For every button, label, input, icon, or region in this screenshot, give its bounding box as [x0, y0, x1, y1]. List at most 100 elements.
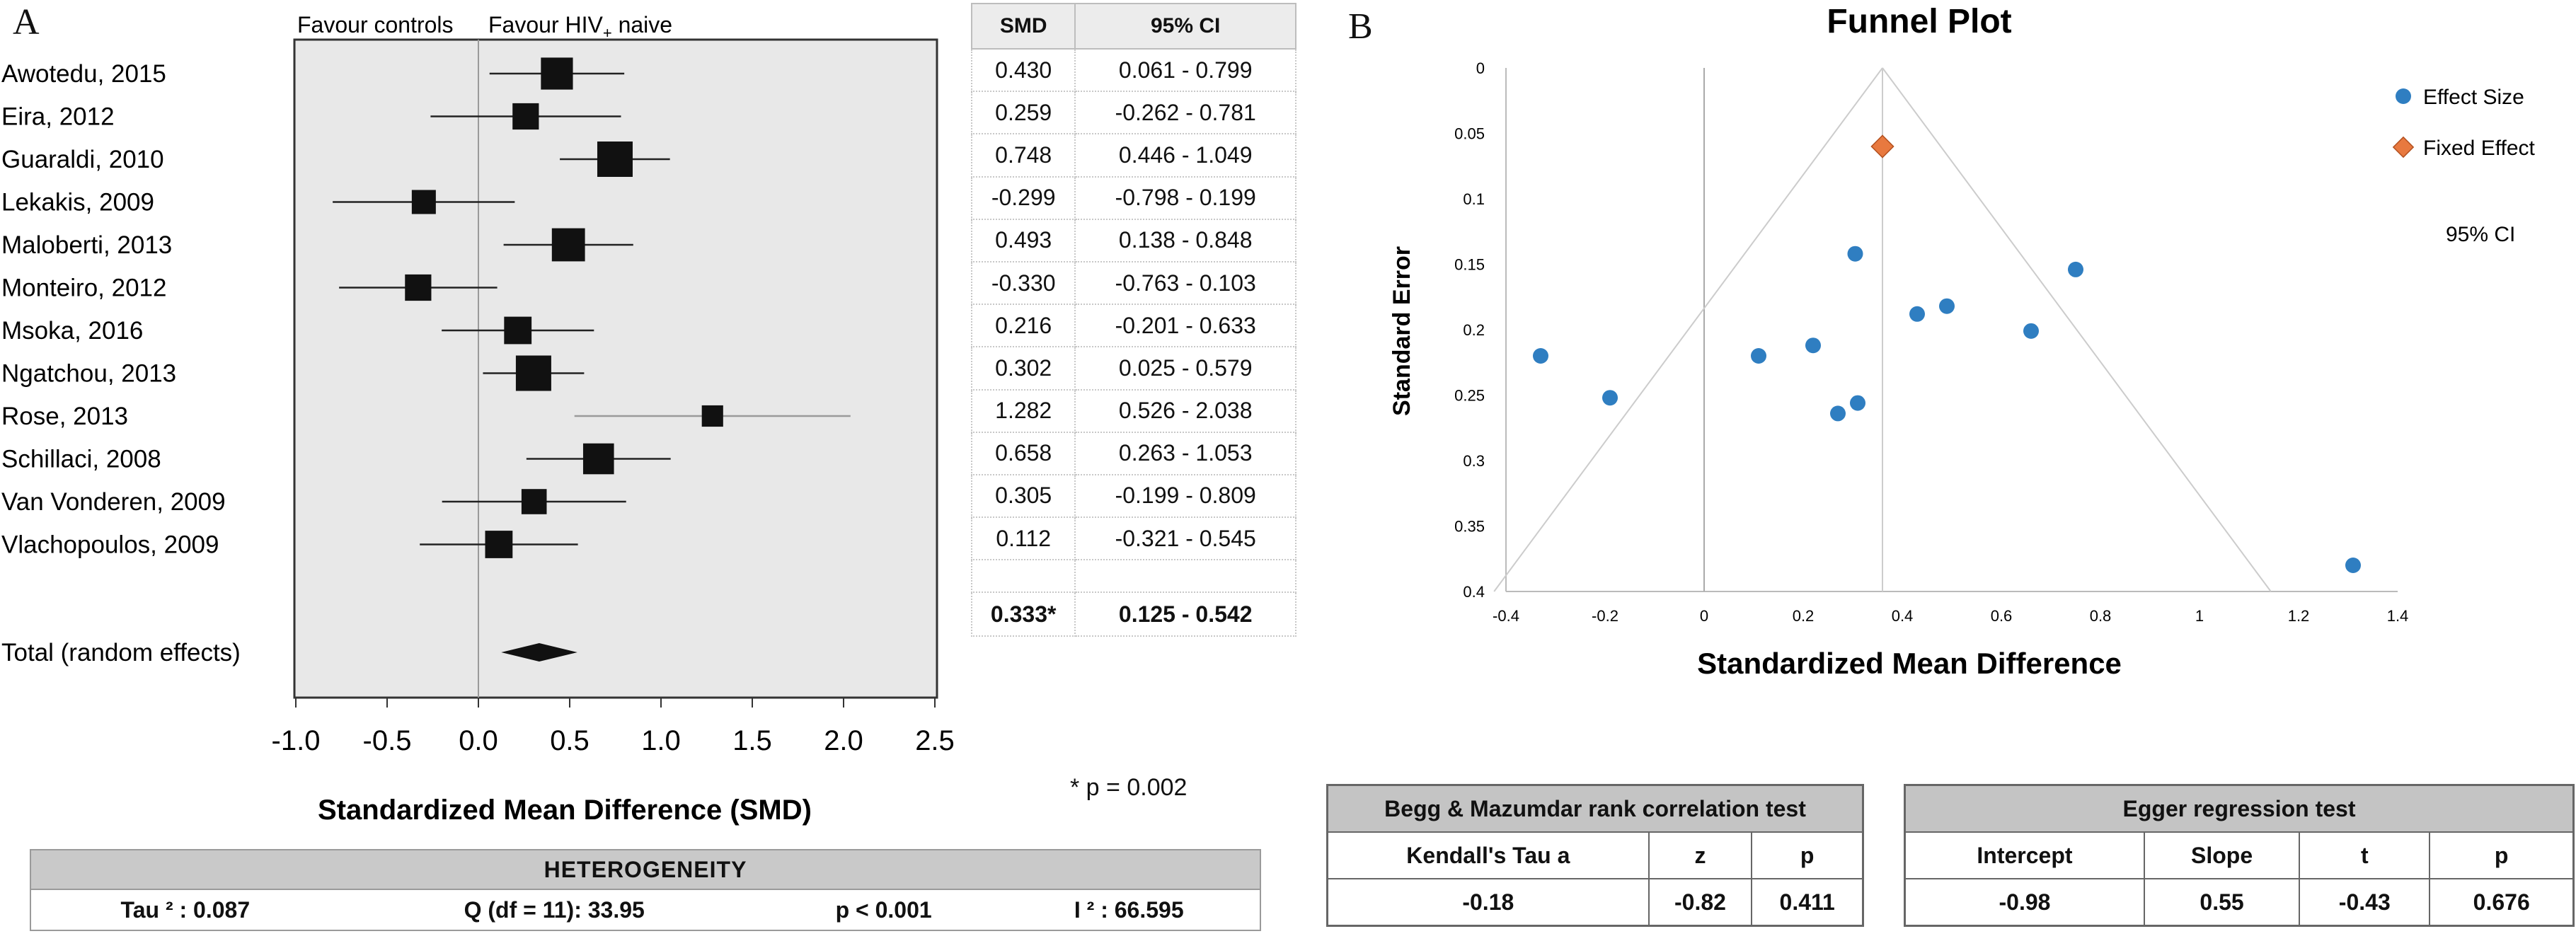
effect-size-point: [1751, 348, 1766, 364]
effect-size-point: [1805, 337, 1821, 354]
smd-table-row: -0.299 -0.798 - 0.199: [970, 175, 1296, 220]
smd-cell: 1.282: [970, 388, 1076, 433]
ci-funnel-left: [1493, 67, 1883, 592]
legend-effect-size-label: Effect Size: [2423, 86, 2524, 109]
funnel-x-tick-label: 1.2: [2288, 607, 2310, 625]
forest-x-axis-title: Standardized Mean Difference (SMD): [318, 795, 812, 826]
funnel-y-tick-label: 0: [1476, 59, 1485, 77]
funnel-y-tick-label: 0.1: [1463, 190, 1485, 208]
smd-cell: 0.259: [970, 91, 1076, 135]
funnel-plot: Funnel Plot -0.4 -0.2 0 0.2 0.4 0.6 0.8 1 1.2 1.4…: [1388, 3, 2536, 680]
study-point-marker: [551, 228, 585, 262]
funnel-x-tick-label: 0: [1700, 607, 1708, 625]
ci-cell: 0.526 - 2.038: [1074, 388, 1296, 433]
funnel-x-tick-label: -0.2: [1592, 607, 1618, 625]
begg-table: Begg & Mazumdar rank correlation test Ke…: [1326, 784, 1864, 927]
legend-fixed-effect-label: Fixed Effect: [2423, 137, 2536, 160]
study-point-marker: [582, 443, 614, 475]
tau2-value: Tau ² : 0.087: [30, 889, 340, 930]
forest-x-tick-label: 0.0: [459, 725, 498, 756]
ci-cell: -0.798 - 0.199: [1074, 175, 1296, 220]
forest-plot: Favour controls Favour HIV+ naive Awoted…: [1, 12, 955, 826]
smd-cell: 0.430: [970, 47, 1076, 93]
study-point-marker: [504, 316, 532, 345]
smd-cell: -0.330: [970, 260, 1076, 306]
effect-size-point: [1909, 306, 1925, 322]
egger-header-t: t: [2299, 831, 2431, 879]
funnel-y-tick-label: 0.15: [1454, 256, 1485, 274]
egger-header-intercept: Intercept: [1904, 831, 2145, 879]
ci-cell: [1074, 559, 1296, 594]
study-point-marker: [541, 57, 573, 90]
egger-value-t: -0.43: [2299, 878, 2431, 927]
smd-table-row: 0.333* 0.125 - 0.542: [970, 591, 1296, 637]
study-label: Lekakis, 2009: [1, 189, 154, 217]
total-diamond: [501, 643, 577, 662]
funnel-y-tick-label: 0.35: [1454, 518, 1485, 536]
study-point-marker: [521, 489, 547, 514]
begg-header-tau: Kendall's Tau a: [1326, 831, 1650, 879]
funnel-y-tick-label: 0.4: [1463, 583, 1485, 601]
ci-funnel-right: [1882, 67, 2272, 592]
ci-cell: 0.138 - 0.848: [1074, 218, 1296, 262]
smd-cell: 0.748: [970, 133, 1076, 178]
funnel-x-tick-label: 0.6: [1991, 607, 2013, 625]
smd-column-header: SMD: [970, 3, 1076, 50]
study-label: Awotedu, 2015: [1, 60, 166, 88]
ci-column-header: 95% CI: [1074, 3, 1296, 50]
forest-x-tick-label: 1.0: [641, 725, 681, 756]
effect-size-point: [2068, 261, 2083, 277]
funnel-x-tick-label: -0.4: [1493, 607, 1519, 625]
favour-hiv-label: Favour HIV+ naive: [488, 12, 672, 42]
ci-cell: 0.446 - 1.049: [1074, 133, 1296, 178]
study-label: Ngatchou, 2013: [1, 360, 176, 388]
study-label: Eira, 2012: [1, 103, 115, 131]
egger-value-p: 0.676: [2429, 878, 2575, 927]
smd-cell: 0.305: [970, 473, 1076, 519]
smd-table-row: [970, 559, 1296, 594]
pvalue-note: * p = 0.002: [1070, 774, 1188, 801]
smd-cell: 0.493: [970, 218, 1076, 262]
begg-value-p: 0.411: [1751, 878, 1864, 927]
study-label: Monteiro, 2012: [1, 275, 166, 302]
study-label: Van Vonderen, 2009: [1, 488, 226, 516]
panel-label-a: A: [13, 2, 40, 42]
egger-value-slope: 0.55: [2143, 878, 2301, 927]
study-point-marker: [485, 531, 513, 558]
ci-cell: 0.061 - 0.799: [1074, 47, 1296, 93]
total-label: Total (random effects): [1, 639, 241, 666]
smd-table-row: 0.430 0.061 - 0.799: [970, 47, 1296, 93]
effect-size-point: [1850, 395, 1865, 411]
study-point-marker: [597, 142, 633, 177]
funnel-x-tick-label: 0.4: [1892, 607, 1914, 625]
smd-table: SMD 95% CI 0.430 0.061 - 0.799 0.259 -0.262…: [970, 3, 1296, 637]
study-label: Maloberti, 2013: [1, 231, 172, 259]
forest-x-tick-label: -0.5: [363, 725, 412, 756]
study-point-marker: [701, 405, 723, 427]
egger-table: Egger regression test Intercept Slope t …: [1904, 784, 2575, 927]
begg-value-z: -0.82: [1648, 878, 1753, 927]
smd-table-row: 0.305 -0.199 - 0.809: [970, 473, 1296, 519]
smd-table-row: 0.112 -0.321 - 0.545: [970, 516, 1296, 561]
smd-table-row: 0.748 0.446 - 1.049: [970, 133, 1296, 178]
funnel-y-tick-label: 0.3: [1463, 452, 1485, 470]
effect-size-point: [2023, 323, 2039, 339]
study-label: Msoka, 2016: [1, 317, 143, 345]
smd-cell: 0.216: [970, 304, 1076, 348]
smd-table-row: 0.302 0.025 - 0.579: [970, 346, 1296, 391]
egger-header-p: p: [2429, 831, 2575, 879]
study-point-marker: [512, 103, 539, 130]
funnel-y-axis-title: Standard Error: [1388, 246, 1415, 416]
effect-size-point: [1602, 390, 1618, 406]
smd-table-row: 0.216 -0.201 - 0.633: [970, 304, 1296, 348]
ci-cell: 0.125 - 0.542: [1074, 591, 1296, 637]
smd-cell: 0.333*: [970, 591, 1076, 637]
forest-x-tick-label: 2.5: [915, 725, 955, 756]
heterogeneity-table: HETEROGENEITY Tau ² : 0.087 Q (df = 11):…: [30, 849, 1261, 931]
funnel-x-tick-label: 1: [2195, 607, 2204, 625]
funnel-y-tick-label: 0.25: [1454, 387, 1485, 405]
ci-cell: -0.199 - 0.809: [1074, 473, 1296, 519]
legend-fixed-effect-marker: [2392, 136, 2415, 158]
study-point-marker: [411, 190, 436, 214]
smd-table-row: 0.493 0.138 - 0.848: [970, 218, 1296, 262]
